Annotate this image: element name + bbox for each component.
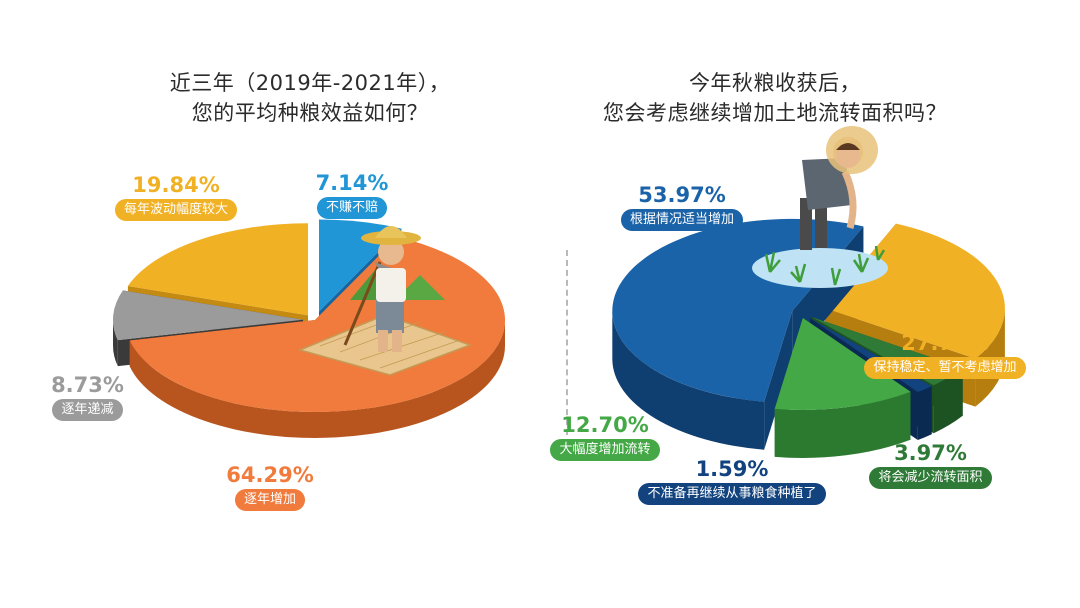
left-title-line-1: 近三年（2019年-2021年）， bbox=[169, 71, 451, 95]
label-left-2: 64.29% 逐年增加 bbox=[215, 462, 325, 511]
pie-slice-1 bbox=[129, 237, 506, 439]
slice-percent: 64.29% bbox=[226, 463, 314, 487]
slice-tag: 逐年增加 bbox=[234, 489, 305, 511]
slice-percent: 3.97% bbox=[894, 441, 967, 465]
pie-slice-top bbox=[127, 223, 308, 316]
slice-percent: 8.73% bbox=[51, 373, 124, 397]
slice-tag: 根据情况适当增加 bbox=[620, 209, 743, 231]
left-title-line-2: 您的平均种粮效益如何？ bbox=[191, 101, 429, 125]
slice-tag: 大幅度增加流转 bbox=[550, 439, 660, 461]
label-right-3: 3.97% 将会减少流转面积 bbox=[848, 440, 1013, 489]
pie-slice-side bbox=[612, 310, 765, 450]
pie-slice-side bbox=[113, 319, 118, 367]
label-left-3: 8.73% 逐年递减 bbox=[30, 372, 145, 421]
dashed-divider bbox=[566, 250, 568, 435]
slice-percent: 7.14% bbox=[315, 171, 389, 195]
pie-slice-top bbox=[774, 317, 911, 410]
left-chart-title: 近三年（2019年-2021年）， 您的平均种粮效益如何？ bbox=[140, 68, 480, 128]
label-right-5: 12.70% 大幅度增加流转 bbox=[530, 412, 680, 461]
right-title-line-1: 今年秋粮收获后， bbox=[689, 71, 861, 95]
pie-slice-top bbox=[129, 237, 506, 412]
label-right-4: 1.59% 不准备再继续从事粮食种植了 bbox=[612, 456, 852, 505]
pie-slice-cut bbox=[764, 310, 793, 450]
pie-slice-side bbox=[129, 320, 506, 439]
slice-percent: 1.59% bbox=[695, 457, 769, 481]
slice-tag: 逐年递减 bbox=[52, 399, 123, 421]
farmer-with-hoe-icon bbox=[297, 226, 473, 376]
label-left-1: 7.14% 不赚不赔 bbox=[297, 170, 407, 219]
slice-tag: 每年波动幅度较大 bbox=[114, 199, 237, 221]
slice-tag: 将会减少流转面积 bbox=[869, 467, 992, 489]
slice-tag: 保持稳定、暂不考虑增加 bbox=[864, 357, 1026, 379]
right-title-line-2: 您会考虑继续增加土地流转面积吗？ bbox=[603, 101, 947, 125]
slice-percent: 19.84% bbox=[132, 173, 220, 197]
slice-tag: 不赚不赔 bbox=[316, 197, 387, 219]
slice-tag: 不准备再继续从事粮食种植了 bbox=[638, 483, 826, 505]
slice-percent: 53.97% bbox=[638, 183, 726, 207]
label-left-4: 19.84% 每年波动幅度较大 bbox=[96, 172, 256, 221]
farmer-planting-rice-icon bbox=[752, 126, 888, 288]
label-right-1: 53.97% 根据情况适当增加 bbox=[592, 182, 772, 231]
label-right-2: 27.78% 保持稳定、暂不考虑增加 bbox=[850, 330, 1040, 379]
right-chart-title: 今年秋粮收获后， 您会考虑继续增加土地流转面积吗？ bbox=[570, 68, 980, 128]
pie-slice-top bbox=[113, 290, 304, 341]
slice-percent: 12.70% bbox=[561, 413, 649, 437]
slice-percent: 27.78% bbox=[901, 331, 989, 355]
pie-slice-4 bbox=[774, 317, 911, 458]
